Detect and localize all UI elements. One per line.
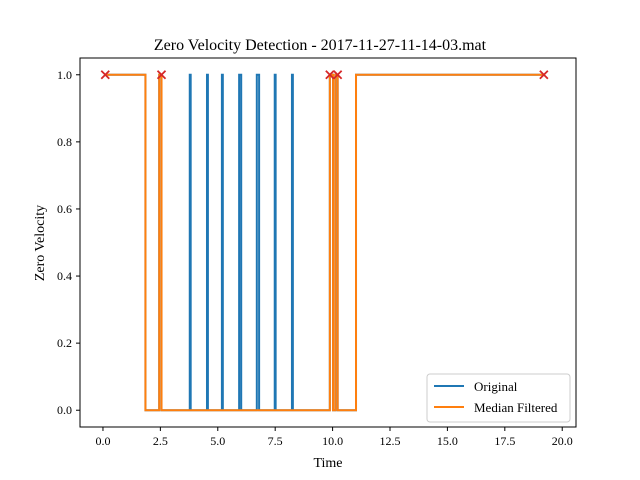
x-tick-label: 5.0 [210,434,225,448]
plot-area [79,57,577,428]
y-tick-label: 0.4 [57,269,72,283]
x-axis-ticks: 0.0 2.5 5.0 7.5 10.0 12.5 15.0 17.5 20.0 [95,427,573,448]
plot-frame [79,57,577,428]
zero-velocity-marker [325,70,335,80]
legend: Original Median Filtered [426,373,571,423]
y-tick-label: 1.0 [57,68,72,82]
zero-velocity-marker [539,70,549,80]
x-axis-label: Time [313,456,342,471]
y-tick-label: 0.0 [57,403,72,417]
x-tick-label: 20.0 [552,434,573,448]
series-line-median-filtered [105,73,544,412]
zero-velocity-marker [156,70,167,80]
zero-velocity-marker [333,70,343,80]
legend-label-original: Original [474,379,518,394]
x-tick-label: 7.5 [268,434,283,448]
y-axis-label: Zero Velocity [33,205,48,281]
chart-title: Zero Velocity Detection - 2017-11-27-11-… [154,37,487,54]
x-tick-label: 2.5 [153,434,168,448]
x-tick-label: 0.0 [95,434,110,448]
x-tick-label: 17.5 [494,434,515,448]
y-tick-label: 0.2 [57,336,72,350]
legend-label-median-filtered: Median Filtered [474,400,558,415]
zero-velocity-marker [100,70,110,80]
y-tick-label: 0.6 [57,202,72,216]
x-tick-label: 10.0 [322,434,343,448]
y-axis-ticks: 0.0 0.2 0.4 0.6 0.8 1.0 [57,68,80,417]
y-tick-label: 0.8 [57,135,72,149]
x-tick-label: 15.0 [437,434,458,448]
x-tick-label: 12.5 [380,434,401,448]
